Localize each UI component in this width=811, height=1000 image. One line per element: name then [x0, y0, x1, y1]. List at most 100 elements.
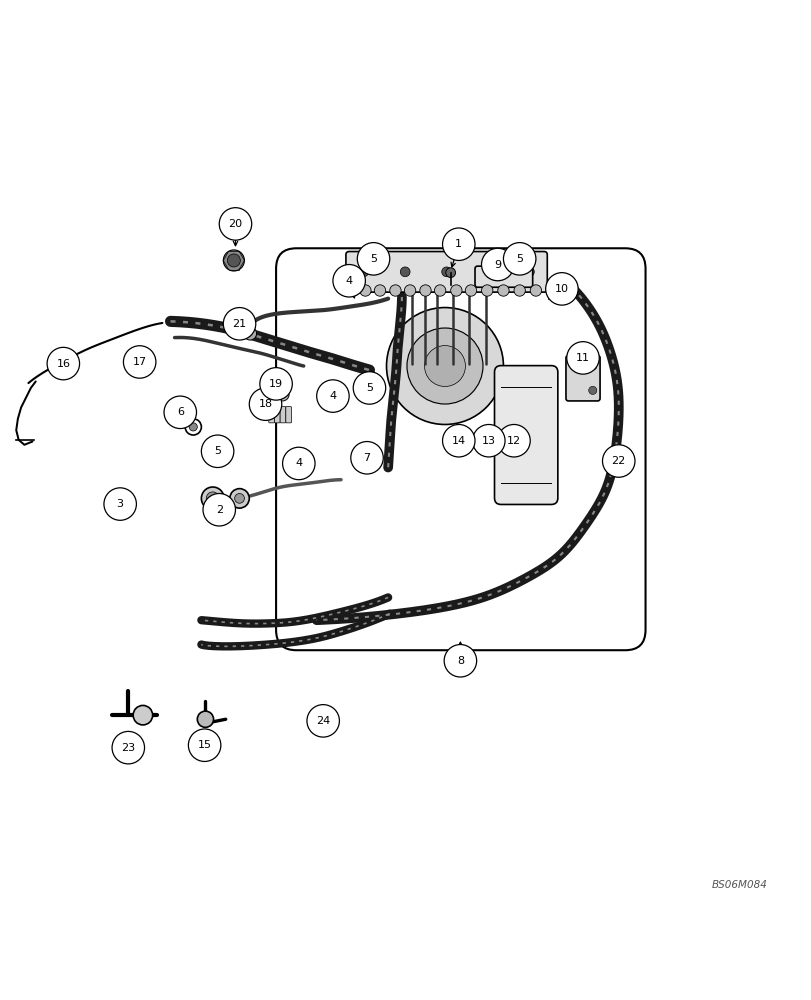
Text: 4: 4	[295, 458, 302, 468]
Circle shape	[483, 267, 492, 277]
Circle shape	[189, 423, 197, 431]
Circle shape	[133, 705, 152, 725]
Circle shape	[203, 494, 235, 526]
FancyBboxPatch shape	[474, 266, 532, 287]
Circle shape	[333, 265, 365, 297]
Circle shape	[230, 489, 249, 508]
Text: 24: 24	[315, 716, 330, 726]
Text: 9: 9	[494, 260, 500, 270]
FancyBboxPatch shape	[494, 366, 557, 504]
Text: 21: 21	[232, 319, 247, 329]
FancyBboxPatch shape	[285, 407, 291, 423]
Circle shape	[472, 424, 504, 457]
Circle shape	[282, 447, 315, 480]
Text: BS06M084: BS06M084	[710, 880, 766, 890]
Text: 4: 4	[329, 391, 336, 401]
Circle shape	[450, 285, 461, 296]
Circle shape	[530, 285, 541, 296]
Circle shape	[234, 494, 244, 503]
Circle shape	[353, 372, 385, 404]
Circle shape	[419, 285, 431, 296]
Text: 10: 10	[554, 284, 569, 294]
Circle shape	[188, 729, 221, 761]
Text: 7: 7	[363, 453, 370, 463]
Circle shape	[444, 645, 476, 677]
Circle shape	[201, 435, 234, 468]
Text: 5: 5	[366, 383, 372, 393]
FancyBboxPatch shape	[274, 407, 280, 423]
FancyBboxPatch shape	[565, 355, 599, 401]
Text: 23: 23	[121, 743, 135, 753]
Circle shape	[219, 208, 251, 240]
Circle shape	[602, 445, 634, 477]
Text: 22: 22	[611, 456, 625, 466]
Circle shape	[206, 492, 219, 505]
Text: 15: 15	[197, 740, 212, 750]
Circle shape	[223, 308, 255, 340]
Circle shape	[350, 442, 383, 474]
Circle shape	[497, 424, 530, 457]
Text: 1: 1	[455, 239, 461, 249]
FancyBboxPatch shape	[276, 248, 645, 650]
Circle shape	[47, 347, 79, 380]
Text: 17: 17	[132, 357, 147, 367]
Text: 2: 2	[216, 505, 222, 515]
Circle shape	[264, 398, 274, 407]
Circle shape	[201, 487, 224, 510]
Circle shape	[404, 285, 415, 296]
Text: 16: 16	[56, 359, 71, 369]
Text: 18: 18	[258, 399, 272, 409]
Circle shape	[359, 285, 371, 296]
Circle shape	[223, 250, 244, 271]
Circle shape	[227, 254, 240, 267]
Circle shape	[104, 488, 136, 520]
Circle shape	[588, 386, 596, 394]
FancyBboxPatch shape	[280, 407, 285, 423]
Text: 5: 5	[214, 446, 221, 456]
Text: 19: 19	[268, 379, 283, 389]
Circle shape	[566, 342, 599, 374]
Text: 3: 3	[117, 499, 123, 509]
Circle shape	[400, 267, 410, 277]
Circle shape	[389, 285, 401, 296]
Circle shape	[260, 368, 292, 400]
Circle shape	[374, 285, 385, 296]
Circle shape	[588, 362, 596, 370]
Circle shape	[497, 285, 508, 296]
Text: 11: 11	[575, 353, 590, 363]
Circle shape	[276, 388, 289, 401]
FancyBboxPatch shape	[345, 252, 547, 292]
Circle shape	[406, 328, 483, 404]
Circle shape	[112, 731, 144, 764]
Circle shape	[358, 267, 368, 277]
Circle shape	[441, 267, 451, 277]
Text: 6: 6	[177, 407, 183, 417]
Circle shape	[481, 248, 513, 281]
Circle shape	[185, 419, 201, 435]
Circle shape	[513, 285, 525, 296]
Text: 8: 8	[457, 656, 463, 666]
Text: 13: 13	[481, 436, 496, 446]
Circle shape	[442, 424, 474, 457]
Circle shape	[243, 327, 256, 340]
Text: 12: 12	[506, 436, 521, 446]
Text: 5: 5	[370, 254, 376, 264]
Circle shape	[307, 705, 339, 737]
Circle shape	[434, 285, 445, 296]
Circle shape	[316, 380, 349, 412]
Circle shape	[424, 346, 465, 386]
Text: 20: 20	[228, 219, 242, 229]
Text: 5: 5	[516, 254, 522, 264]
Text: 4: 4	[345, 276, 352, 286]
Circle shape	[481, 285, 492, 296]
FancyBboxPatch shape	[268, 407, 274, 423]
Circle shape	[442, 228, 474, 260]
Circle shape	[164, 396, 196, 429]
Circle shape	[465, 285, 476, 296]
Circle shape	[357, 243, 389, 275]
Circle shape	[524, 267, 534, 277]
Circle shape	[545, 273, 577, 305]
Circle shape	[123, 346, 156, 378]
Circle shape	[445, 268, 455, 278]
Circle shape	[386, 308, 503, 424]
